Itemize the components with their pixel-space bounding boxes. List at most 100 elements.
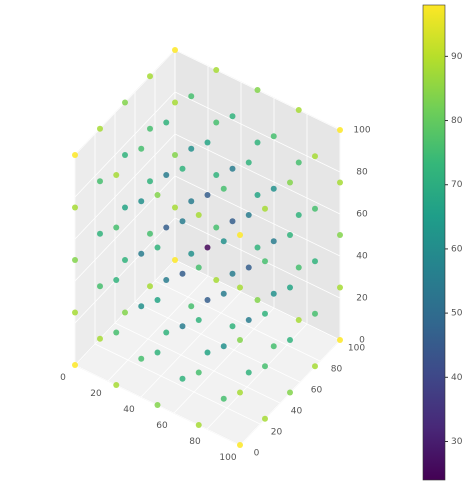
point (254, 244, 261, 251)
point (154, 297, 161, 303)
z-tick-label: 0 (359, 336, 365, 346)
point (220, 343, 227, 350)
point (262, 363, 268, 370)
point (245, 159, 252, 166)
point (97, 125, 103, 132)
point (204, 244, 211, 251)
point (172, 152, 178, 158)
colorbar-tick-label: 70 (451, 180, 463, 190)
point (122, 204, 128, 211)
grid-line (174, 175, 341, 257)
point (72, 362, 78, 368)
point (147, 73, 153, 80)
point (245, 212, 252, 218)
point (163, 277, 170, 283)
point (195, 212, 202, 218)
grid-line (140, 291, 242, 398)
point (262, 258, 268, 265)
point (154, 244, 161, 251)
point (312, 310, 318, 317)
point (163, 172, 170, 178)
point (237, 442, 243, 448)
point (287, 232, 293, 238)
point (287, 389, 293, 396)
point (220, 185, 227, 192)
point (312, 258, 318, 265)
point (229, 113, 236, 120)
point (245, 264, 252, 271)
grid-line (173, 307, 275, 414)
point (188, 198, 195, 205)
point (154, 402, 161, 408)
point (138, 250, 145, 257)
point (213, 67, 220, 73)
point (179, 218, 186, 225)
point (229, 165, 236, 172)
point (72, 204, 78, 211)
point (72, 152, 78, 158)
point (213, 224, 220, 231)
point (295, 264, 302, 271)
point (122, 257, 128, 263)
point (237, 337, 243, 343)
point (245, 369, 252, 376)
colorbar-tick-label: 90 (451, 52, 463, 62)
point (188, 303, 195, 310)
point (147, 283, 153, 290)
point (270, 290, 277, 297)
point (122, 99, 128, 106)
grid-line (174, 91, 341, 173)
point (188, 93, 195, 100)
point (237, 389, 243, 396)
z-tick-label: 40 (356, 252, 368, 262)
y-tick-label: 20 (271, 428, 283, 438)
z-tick-label: 20 (356, 294, 368, 304)
point (229, 270, 236, 277)
point (204, 139, 211, 146)
x-tick-label: 20 (90, 389, 102, 399)
point (254, 297, 261, 303)
x-tick-label: 80 (189, 437, 201, 447)
y-tick-label: 100 (348, 344, 365, 354)
point (287, 337, 293, 343)
point (312, 153, 318, 160)
point (220, 238, 227, 245)
point (172, 47, 178, 53)
grid-line (134, 301, 301, 383)
z-tick-label: 80 (356, 168, 368, 178)
point (113, 382, 120, 388)
point (72, 309, 78, 316)
point (204, 192, 211, 198)
point (188, 250, 195, 257)
point (229, 218, 236, 225)
point (254, 192, 261, 198)
point (213, 277, 220, 283)
y-tick-label: 60 (311, 386, 323, 396)
point (163, 329, 170, 336)
point (154, 349, 161, 356)
grid-line (107, 275, 209, 382)
point (147, 178, 153, 185)
point (254, 87, 261, 93)
point (337, 337, 343, 343)
colorbar-tick-label: 60 (451, 244, 463, 254)
grid-line (174, 133, 341, 215)
point (113, 329, 120, 336)
point (154, 192, 161, 198)
point (204, 349, 211, 356)
point (287, 179, 293, 186)
point (97, 178, 103, 185)
point (179, 375, 186, 382)
point (312, 363, 318, 370)
point (337, 284, 343, 291)
point (163, 119, 170, 126)
point (179, 270, 186, 277)
colorbar (422, 4, 446, 481)
point (179, 165, 186, 172)
point (262, 205, 268, 212)
point (220, 395, 227, 402)
point (138, 355, 145, 362)
point (295, 317, 302, 323)
point (262, 415, 268, 422)
grid-line (74, 217, 176, 324)
